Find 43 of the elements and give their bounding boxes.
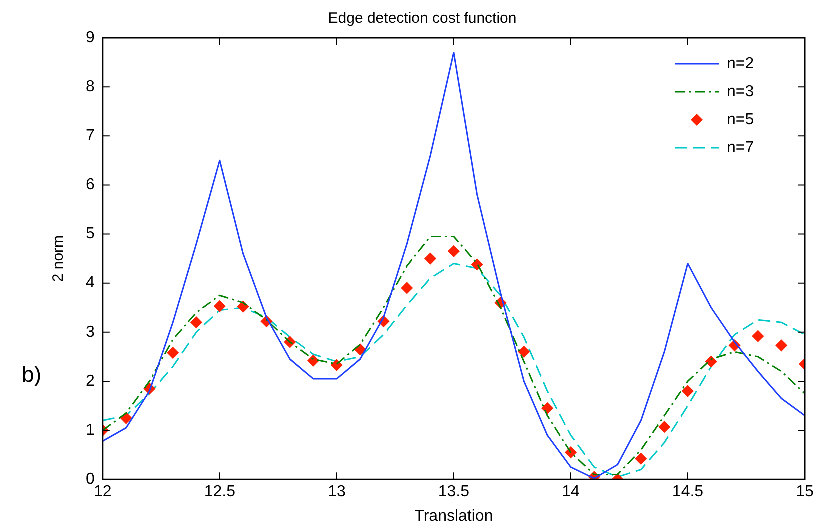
text: b) <box>22 362 42 388</box>
y-tick-label: 6 <box>86 176 95 194</box>
legend-label: n=3 <box>727 83 754 100</box>
point <box>331 360 343 372</box>
point <box>308 355 320 367</box>
x-tick-label: 13 <box>328 484 346 501</box>
chart-title: Edge detection cost function <box>328 10 517 28</box>
y-tick-label: 7 <box>86 128 95 145</box>
y-tick-label: 5 <box>86 226 95 243</box>
point <box>448 246 460 258</box>
x-tick-label: 12.5 <box>204 484 236 501</box>
x-tick-label: 12 <box>94 484 112 501</box>
y-tick-label: 8 <box>86 78 95 96</box>
y-tick-label: 0 <box>86 471 95 488</box>
point <box>401 282 413 294</box>
y-tick-label: 1 <box>86 422 95 439</box>
y-tick-label: 4 <box>86 274 95 292</box>
x-axis-title: Translation <box>414 508 494 525</box>
point <box>518 346 530 358</box>
x-tick-label: 14 <box>562 484 580 501</box>
point <box>542 402 554 414</box>
point <box>635 453 647 465</box>
point <box>190 316 202 328</box>
point <box>120 412 132 424</box>
x-tick-label: 13.5 <box>438 484 470 501</box>
y-tick-label: 3 <box>86 324 95 341</box>
x-tick-label: 14.5 <box>672 484 704 501</box>
point <box>214 300 226 312</box>
y-tick-label: 9 <box>86 29 95 46</box>
x-tick-label: 15 <box>796 484 814 501</box>
point <box>424 253 436 265</box>
point <box>472 258 484 270</box>
point <box>658 421 670 433</box>
legend-label: n=7 <box>727 139 754 156</box>
legend-label: n=2 <box>727 55 754 72</box>
point <box>167 347 179 359</box>
point <box>776 340 788 352</box>
y-axis-title: 2 norm <box>50 235 68 282</box>
point <box>682 386 694 398</box>
point <box>752 330 764 342</box>
legend-label: n=5 <box>727 111 754 128</box>
point <box>706 356 718 368</box>
y-tick-label: 2 <box>86 372 95 390</box>
